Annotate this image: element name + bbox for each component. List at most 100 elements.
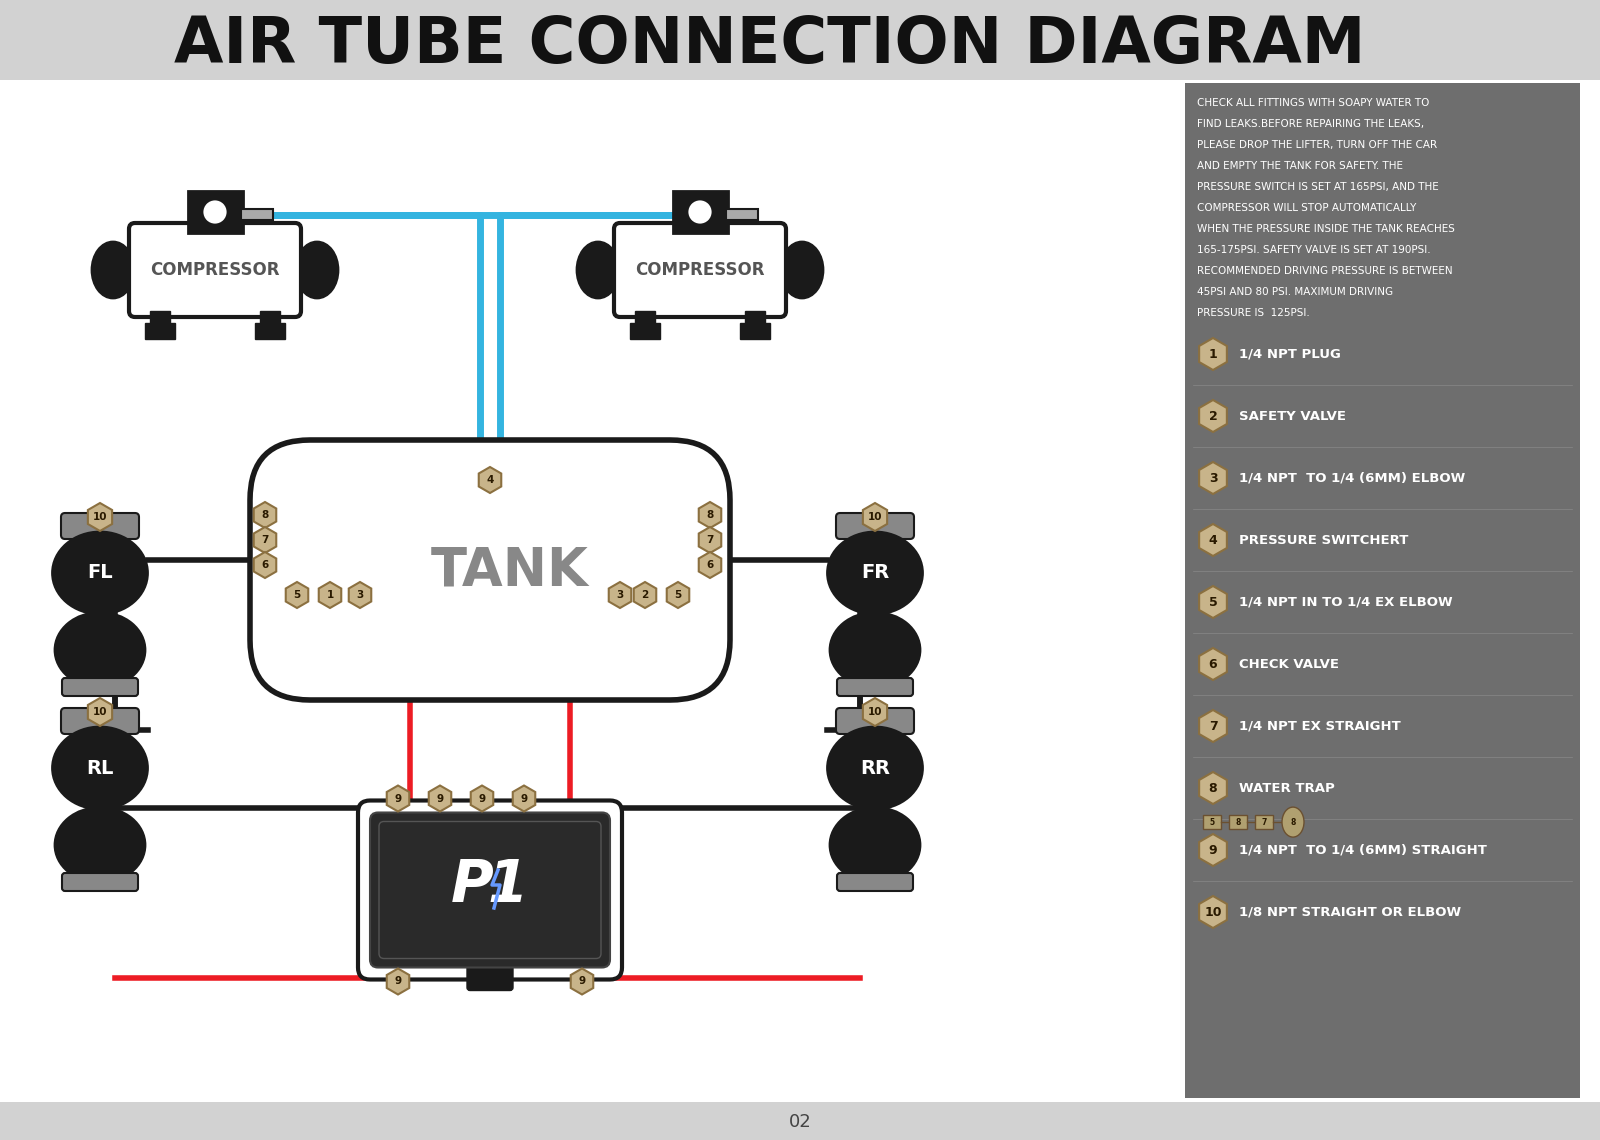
- Polygon shape: [429, 785, 451, 812]
- Text: 10: 10: [867, 707, 882, 717]
- Text: 10: 10: [93, 512, 107, 522]
- Text: 1/4 NPT EX STRAIGHT: 1/4 NPT EX STRAIGHT: [1238, 719, 1400, 733]
- Ellipse shape: [830, 807, 920, 882]
- FancyBboxPatch shape: [1254, 815, 1274, 829]
- Polygon shape: [254, 552, 277, 578]
- Circle shape: [202, 200, 229, 225]
- Text: 1/4 NPT  TO 1/4 (6MM) STRAIGHT: 1/4 NPT TO 1/4 (6MM) STRAIGHT: [1238, 844, 1486, 856]
- Text: FR: FR: [861, 563, 890, 583]
- Polygon shape: [1198, 772, 1227, 804]
- Ellipse shape: [53, 532, 147, 614]
- FancyBboxPatch shape: [240, 209, 272, 220]
- Polygon shape: [1198, 648, 1227, 679]
- FancyBboxPatch shape: [1229, 815, 1246, 829]
- FancyBboxPatch shape: [61, 708, 139, 734]
- Text: 1/4 NPT IN TO 1/4 EX ELBOW: 1/4 NPT IN TO 1/4 EX ELBOW: [1238, 595, 1453, 609]
- Text: 1: 1: [488, 856, 528, 913]
- FancyBboxPatch shape: [254, 323, 285, 339]
- Text: WHEN THE PRESSURE INSIDE THE TANK REACHES: WHEN THE PRESSURE INSIDE THE TANK REACHE…: [1197, 223, 1454, 234]
- FancyBboxPatch shape: [259, 311, 280, 323]
- Text: AND EMPTY THE TANK FOR SAFETY. THE: AND EMPTY THE TANK FOR SAFETY. THE: [1197, 161, 1403, 171]
- Text: 8: 8: [1290, 817, 1296, 826]
- Text: 9: 9: [1208, 844, 1218, 856]
- FancyBboxPatch shape: [62, 678, 138, 697]
- Polygon shape: [608, 583, 632, 608]
- Text: 165-175PSI. SAFETY VALVE IS SET AT 190PSI.: 165-175PSI. SAFETY VALVE IS SET AT 190PS…: [1197, 245, 1430, 255]
- FancyBboxPatch shape: [746, 311, 765, 323]
- Polygon shape: [862, 698, 886, 726]
- Text: CHECK ALL FITTINGS WITH SOAPY WATER TO: CHECK ALL FITTINGS WITH SOAPY WATER TO: [1197, 98, 1429, 108]
- Text: 9: 9: [437, 793, 443, 804]
- Text: RL: RL: [86, 758, 114, 777]
- Polygon shape: [1198, 710, 1227, 742]
- Text: RECOMMENDED DRIVING PRESSURE IS BETWEEN: RECOMMENDED DRIVING PRESSURE IS BETWEEN: [1197, 266, 1453, 276]
- Text: 3: 3: [1208, 472, 1218, 484]
- Text: 9: 9: [395, 977, 402, 986]
- Text: PRESSURE SWITCHERT: PRESSURE SWITCHERT: [1238, 534, 1408, 546]
- Polygon shape: [862, 503, 886, 531]
- Polygon shape: [1198, 834, 1227, 866]
- Polygon shape: [1198, 524, 1227, 556]
- Text: 1/4 NPT  TO 1/4 (6MM) ELBOW: 1/4 NPT TO 1/4 (6MM) ELBOW: [1238, 472, 1466, 484]
- Polygon shape: [1198, 337, 1227, 370]
- Polygon shape: [286, 583, 309, 608]
- Polygon shape: [318, 583, 341, 608]
- Polygon shape: [667, 583, 690, 608]
- Text: PRESSURE SWITCH IS SET AT 165PSI, AND THE: PRESSURE SWITCH IS SET AT 165PSI, AND TH…: [1197, 182, 1438, 192]
- Text: 9: 9: [579, 977, 586, 986]
- Polygon shape: [254, 527, 277, 553]
- Polygon shape: [387, 785, 410, 812]
- Ellipse shape: [827, 532, 923, 614]
- Polygon shape: [1198, 462, 1227, 494]
- Text: 8: 8: [1235, 817, 1240, 826]
- Ellipse shape: [578, 242, 619, 298]
- FancyBboxPatch shape: [62, 873, 138, 891]
- Text: 4: 4: [486, 475, 494, 484]
- FancyBboxPatch shape: [467, 964, 514, 991]
- Text: PRESSURE IS  125PSI.: PRESSURE IS 125PSI.: [1197, 308, 1310, 318]
- Text: COMPRESSOR: COMPRESSOR: [150, 261, 280, 279]
- Text: 10: 10: [1205, 905, 1222, 919]
- Polygon shape: [88, 503, 112, 531]
- Text: 10: 10: [867, 512, 882, 522]
- Circle shape: [686, 200, 714, 225]
- Text: 7: 7: [261, 535, 269, 545]
- Text: 45PSI AND 80 PSI. MAXIMUM DRIVING: 45PSI AND 80 PSI. MAXIMUM DRIVING: [1197, 287, 1394, 298]
- FancyBboxPatch shape: [146, 323, 174, 339]
- Text: 8: 8: [706, 510, 714, 520]
- FancyBboxPatch shape: [370, 813, 610, 968]
- FancyBboxPatch shape: [358, 800, 622, 979]
- Text: 5: 5: [1210, 817, 1214, 826]
- Text: COMPRESSOR: COMPRESSOR: [635, 261, 765, 279]
- Polygon shape: [349, 583, 371, 608]
- FancyBboxPatch shape: [672, 192, 728, 233]
- Ellipse shape: [830, 612, 920, 687]
- FancyBboxPatch shape: [250, 440, 730, 700]
- Text: RR: RR: [861, 758, 890, 777]
- FancyBboxPatch shape: [0, 0, 1600, 80]
- Ellipse shape: [827, 727, 923, 809]
- FancyBboxPatch shape: [837, 873, 914, 891]
- Ellipse shape: [781, 242, 822, 298]
- Text: AIR TUBE CONNECTION DIAGRAM: AIR TUBE CONNECTION DIAGRAM: [174, 14, 1366, 76]
- Text: CHECK VALVE: CHECK VALVE: [1238, 658, 1339, 670]
- FancyBboxPatch shape: [1203, 815, 1221, 829]
- FancyBboxPatch shape: [630, 323, 661, 339]
- Text: 10: 10: [93, 707, 107, 717]
- Polygon shape: [88, 698, 112, 726]
- Text: FL: FL: [86, 563, 114, 583]
- FancyBboxPatch shape: [835, 708, 914, 734]
- FancyBboxPatch shape: [725, 209, 757, 220]
- Polygon shape: [387, 969, 410, 994]
- Text: 1/4 NPT PLUG: 1/4 NPT PLUG: [1238, 348, 1341, 360]
- FancyBboxPatch shape: [61, 513, 139, 539]
- Ellipse shape: [296, 242, 338, 298]
- Polygon shape: [478, 467, 501, 492]
- Ellipse shape: [93, 242, 134, 298]
- Text: PLEASE DROP THE LIFTER, TURN OFF THE CAR: PLEASE DROP THE LIFTER, TURN OFF THE CAR: [1197, 140, 1437, 150]
- Text: 6: 6: [706, 560, 714, 570]
- Polygon shape: [512, 785, 536, 812]
- Text: 9: 9: [395, 793, 402, 804]
- Text: 6: 6: [1208, 658, 1218, 670]
- Text: WATER TRAP: WATER TRAP: [1238, 782, 1334, 795]
